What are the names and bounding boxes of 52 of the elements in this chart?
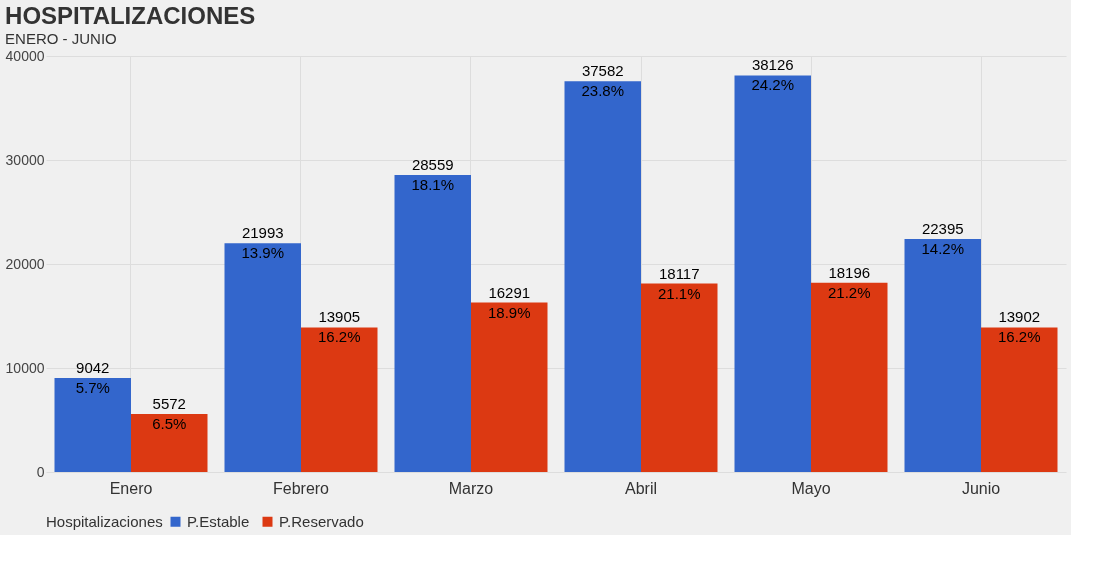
annotation: 16.2% [317, 328, 361, 346]
data-label: 38126 [751, 56, 794, 74]
annotation: 16.2% [997, 328, 1041, 346]
x-tick-label: Enero [109, 479, 153, 497]
x-tick-label: Febrero [272, 479, 330, 497]
x-tick-label: Junio [961, 479, 1001, 497]
data-label: 18196 [828, 263, 871, 281]
data-label: 22395 [921, 220, 964, 238]
annotation: 21.2% [827, 283, 871, 301]
data-label: 21993 [241, 224, 284, 242]
legend-title: Hospitalizaciones [46, 513, 163, 530]
annotation: 13.9% [241, 244, 285, 262]
data-label: 37582 [581, 62, 624, 80]
data-label: 5572 [152, 395, 186, 413]
annotation: 5.7% [75, 378, 110, 396]
data-label: 16291 [488, 283, 531, 301]
chart-title: HOSPITALIZACIONES [5, 2, 256, 29]
bar [471, 302, 548, 472]
legend-label: P.Reservado [279, 512, 364, 530]
bar [981, 327, 1058, 472]
bar [131, 414, 208, 472]
data-label: 13905 [318, 308, 361, 326]
data-label: 9042 [76, 358, 110, 376]
bar [54, 377, 131, 472]
bar [904, 239, 981, 472]
annotation: 23.8% [581, 82, 625, 100]
bar [301, 327, 378, 472]
bar [394, 174, 471, 472]
data-label: 28559 [411, 155, 454, 173]
x-tick-label: Abril [624, 479, 658, 497]
chart-subtitle: ENERO - JUNIO [5, 30, 117, 47]
annotation: 21.1% [657, 284, 701, 302]
y-tick-label: 30000 [5, 151, 45, 168]
annotation: 14.2% [921, 240, 965, 258]
bar [641, 283, 718, 472]
y-tick-label: 40000 [5, 47, 45, 64]
bar [564, 81, 641, 472]
bar [224, 243, 301, 472]
bar [734, 75, 811, 472]
x-tick-label: Marzo [448, 479, 494, 497]
y-tick-label: 10000 [5, 359, 45, 376]
annotation: 6.5% [152, 415, 187, 433]
annotation: 18.1% [411, 175, 455, 193]
annotation: 24.2% [751, 76, 795, 94]
bar [811, 282, 888, 472]
legend-label: P.Estable [187, 512, 250, 530]
x-tick-label: Mayo [791, 479, 831, 497]
y-tick-label: 0 [36, 463, 45, 480]
data-label: 13902 [998, 308, 1041, 326]
data-label: 18117 [658, 264, 700, 282]
annotation: 18.9% [487, 303, 531, 321]
y-tick-label: 20000 [5, 255, 45, 272]
